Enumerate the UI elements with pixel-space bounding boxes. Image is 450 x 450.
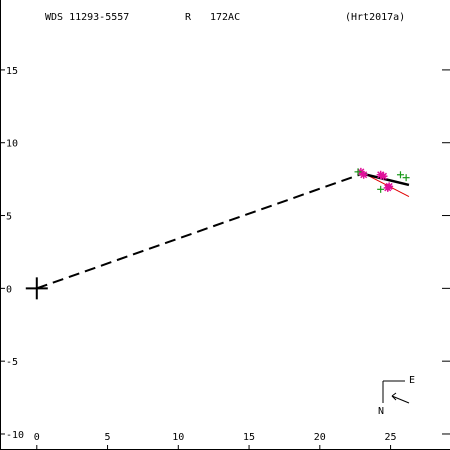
y-tick-label: -5	[6, 357, 18, 368]
motion-arrow-head-b	[391, 395, 397, 401]
x-tick-label: 0	[34, 432, 40, 443]
observation-markers	[354, 167, 410, 193]
compass-indicator: E N	[378, 375, 415, 417]
x-tick-label: 10	[172, 432, 184, 443]
y-tick-label: 0	[6, 284, 12, 295]
asterisk-marker	[359, 170, 368, 179]
header-system: WDS 11293-5557	[45, 12, 129, 23]
asterisk-stroke	[379, 172, 388, 180]
motion-arrow-line	[391, 395, 410, 404]
plus-marker	[396, 171, 404, 179]
compass-east-label: E	[409, 375, 415, 386]
orbit-lines	[360, 171, 410, 198]
plus-marker	[354, 168, 362, 176]
y-tick-label: -10	[6, 430, 24, 441]
asterisk-marker	[383, 183, 392, 192]
connector-line	[36, 173, 360, 290]
asterisk-stroke	[360, 171, 368, 179]
motion-arrow-head-a	[391, 392, 397, 397]
compass-north-label: N	[378, 406, 384, 417]
x-tick-label: 15	[243, 432, 255, 443]
asterisk-marker	[379, 172, 388, 181]
x-tick-label: 20	[314, 432, 326, 443]
asterisk-stroke	[377, 171, 385, 179]
header-flag: R	[185, 12, 192, 23]
y-tick-label: 15	[6, 66, 18, 77]
x-tick-label: 5	[105, 432, 111, 443]
x-tick-label: 25	[385, 432, 397, 443]
connector-layer	[36, 173, 360, 290]
primary-star-layer	[25, 277, 48, 300]
plus-marker	[377, 185, 385, 193]
y-tick-label: 5	[6, 212, 12, 223]
header-reference: (Hrt2017a)	[345, 12, 405, 23]
axis-ticks: 0 5 10 15 20 25 -10 -5 0 5 10 15	[0, 66, 450, 450]
orbit-line	[360, 172, 410, 187]
plus-marker	[402, 174, 410, 182]
header-code: 172AC	[210, 12, 240, 23]
asterisk-stroke	[384, 184, 392, 192]
y-tick-label: 10	[6, 139, 18, 150]
